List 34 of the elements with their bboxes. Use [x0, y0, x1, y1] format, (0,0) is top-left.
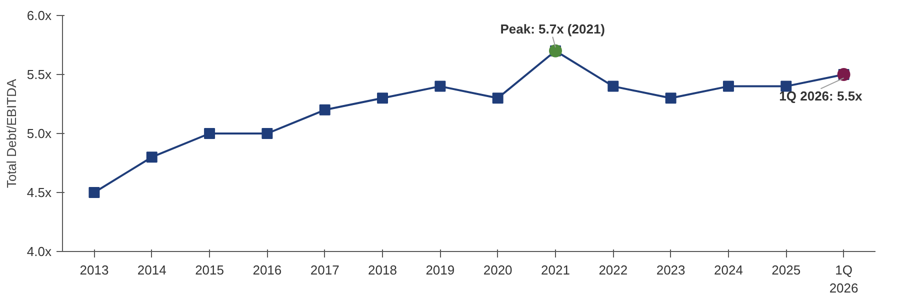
y-tick-label: 5.5x — [26, 67, 52, 82]
y-tick-label: 4.0x — [26, 244, 52, 259]
x-tick-label: 2021 — [541, 262, 570, 278]
point — [665, 92, 676, 104]
point — [262, 128, 273, 139]
annotation: Peak: 5.7x (2021) — [500, 22, 606, 37]
point — [608, 80, 619, 92]
point — [780, 80, 792, 92]
point — [434, 80, 446, 92]
point — [146, 152, 158, 163]
x-tick-label: 2025 — [772, 262, 801, 278]
x-tick-label: 2023 — [656, 262, 686, 278]
point — [492, 92, 504, 104]
y-tick-label: 6.0x — [26, 8, 52, 23]
point — [319, 104, 330, 116]
point — [377, 92, 388, 104]
y-axis-title: Total Debt/EBITDA — [4, 78, 19, 188]
x-tick-label: 2018 — [368, 262, 397, 278]
x-tick-label: 2024 — [714, 262, 743, 278]
x-tick-label: 2016 — [252, 262, 282, 278]
x-tick-label: 2020 — [483, 262, 512, 278]
point — [88, 187, 100, 198]
x-tick-label: 1Q 2026 — [829, 262, 858, 296]
x-tick-label: 2015 — [195, 262, 224, 278]
x-tick-label: 2013 — [80, 262, 109, 278]
y-tick-label: 4.5x — [26, 185, 52, 200]
point — [722, 80, 734, 92]
x-tick-label: 2019 — [426, 262, 455, 278]
annotation: 1Q 2026: 5.5x — [779, 88, 864, 104]
x-tick-label: 2014 — [137, 262, 166, 278]
x-tick-label: 2017 — [310, 262, 340, 278]
y-tick-label: 5.0x — [26, 126, 52, 141]
point — [204, 128, 216, 139]
x-tick-label: 2022 — [598, 262, 628, 278]
